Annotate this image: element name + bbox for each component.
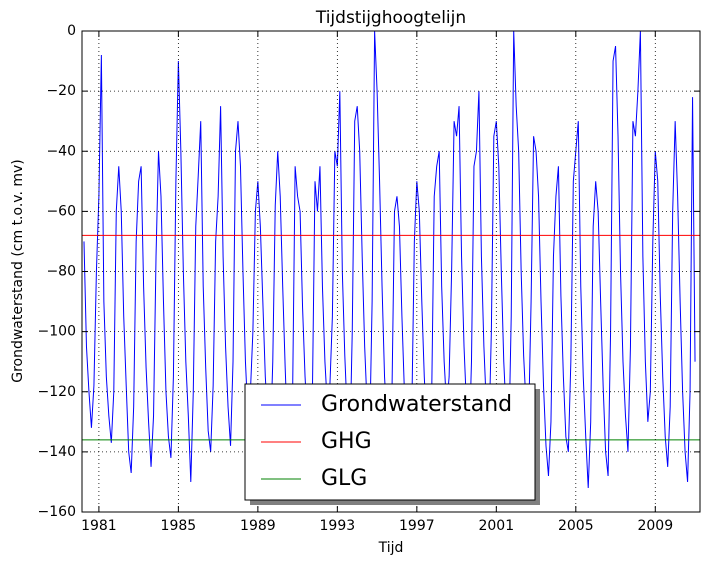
y-tick-label: −160: [38, 504, 76, 520]
chart-title: Tijdstijghoogtelijn: [315, 8, 466, 28]
x-tick-label: 1993: [320, 518, 356, 534]
x-tick-label: 2005: [558, 518, 594, 534]
y-axis-label: Grondwaterstand (cm t.o.v. mv): [10, 159, 26, 383]
y-tick-label: −100: [38, 324, 76, 340]
y-tick-label: −80: [46, 264, 76, 280]
x-tick-label: 1981: [81, 518, 117, 534]
y-tick-label: −140: [38, 444, 76, 460]
y-tick-label: −40: [46, 143, 76, 159]
x-axis-label: Tijd: [378, 540, 404, 556]
legend-label: GLG: [321, 466, 367, 491]
x-tick-label: 2001: [478, 518, 514, 534]
legend-label: Grondwaterstand: [321, 392, 512, 417]
y-tick-label: 0: [67, 23, 76, 39]
x-tick-label: 2009: [637, 518, 673, 534]
x-tick-label: 1997: [399, 518, 435, 534]
y-tick-label: −20: [46, 83, 76, 99]
y-tick-label: −60: [46, 203, 76, 219]
legend-label: GHG: [321, 429, 372, 454]
x-tick-label: 1989: [240, 518, 276, 534]
y-tick-label: −120: [38, 384, 76, 400]
x-tick-label: 1985: [161, 518, 197, 534]
